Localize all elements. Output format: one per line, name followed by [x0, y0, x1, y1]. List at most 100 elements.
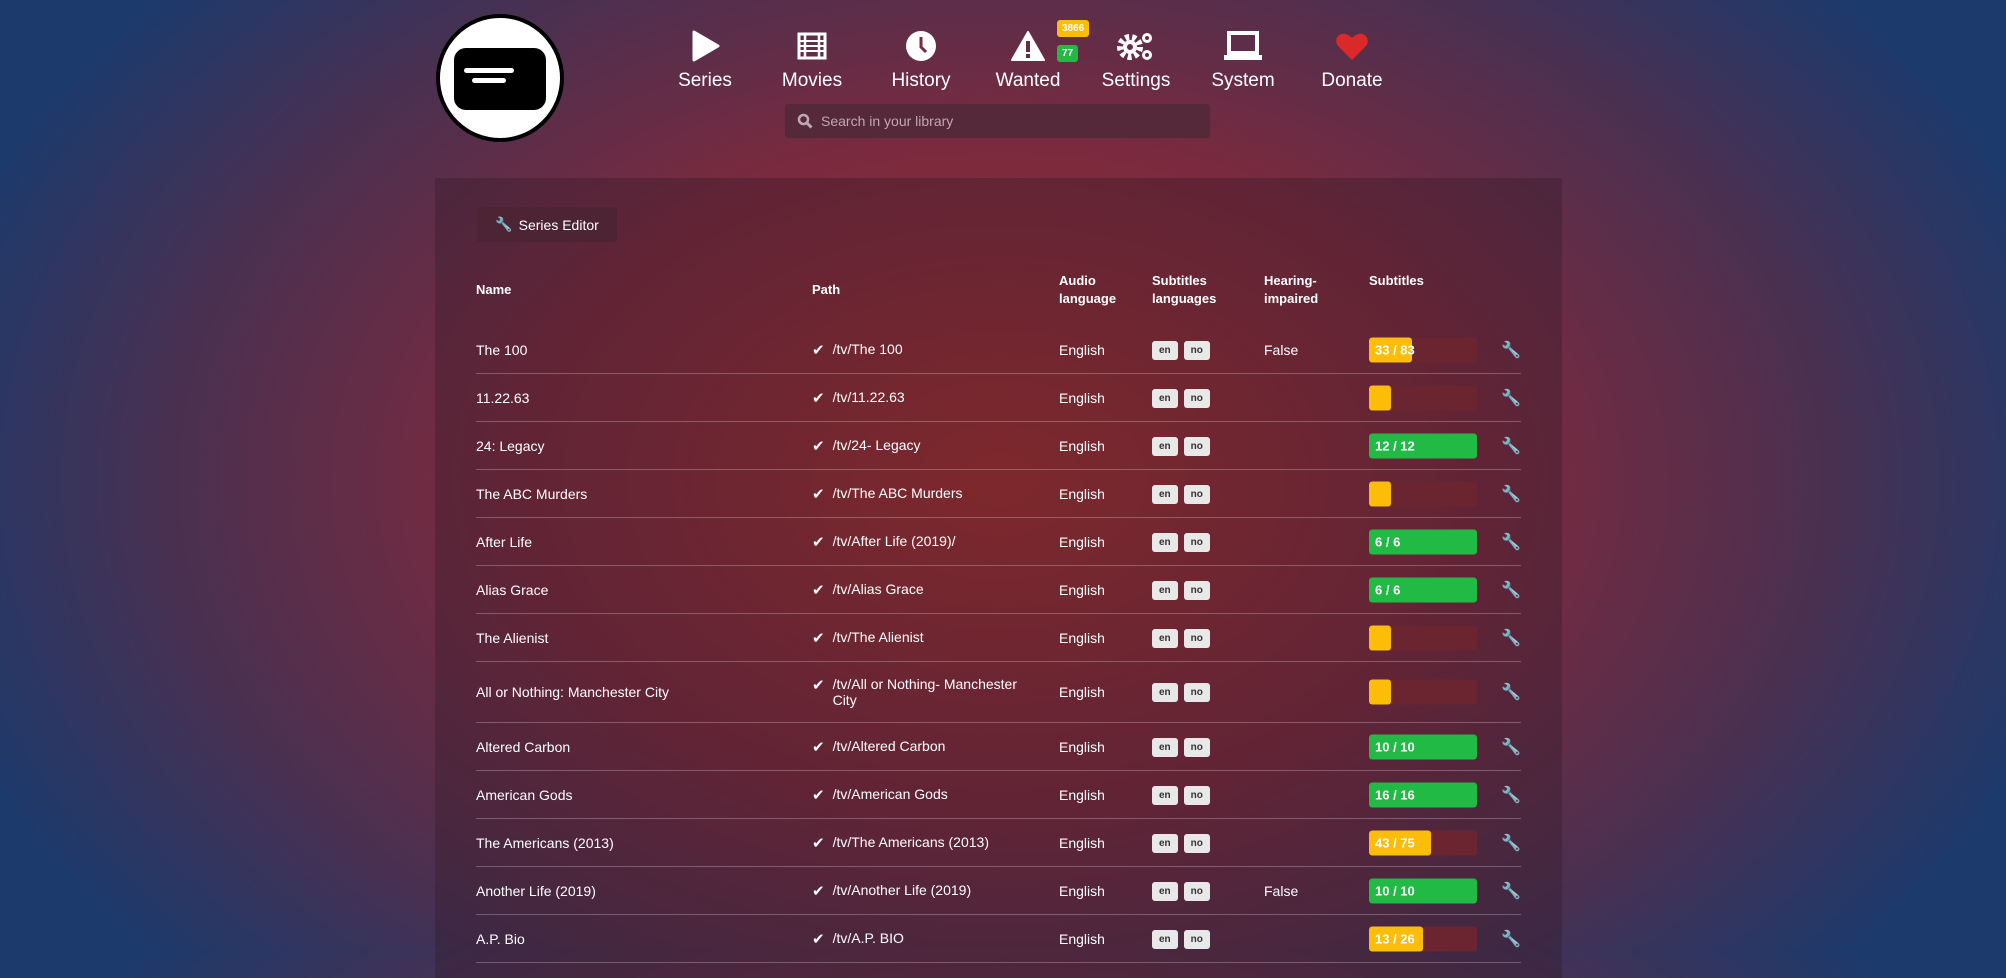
edit-series-wrench-icon[interactable]: 🔧	[1501, 437, 1521, 455]
series-name[interactable]: The ABC Murders	[476, 485, 588, 502]
edit-series-wrench-icon[interactable]: 🔧	[1501, 485, 1521, 503]
nav-history[interactable]: History	[866, 26, 976, 96]
warning-icon	[973, 26, 1083, 66]
edit-series-wrench-icon[interactable]: 🔧	[1501, 341, 1521, 359]
language-chip: no	[1183, 628, 1210, 648]
audio-language: English	[1059, 437, 1105, 454]
table-row: American Gods ✔ /tv/American Gods English…	[476, 771, 1521, 819]
series-name[interactable]: After Life	[476, 533, 533, 550]
language-chip: en	[1152, 484, 1178, 504]
series-path: /tv/11.22.63	[832, 388, 905, 405]
series-name[interactable]: 11.22.63	[476, 389, 530, 406]
edit-series-wrench-icon[interactable]: 🔧	[1501, 786, 1521, 804]
hearing-impaired: False	[1264, 882, 1299, 899]
series-name[interactable]: 24: Legacy	[476, 437, 545, 454]
check-icon: ✔	[812, 677, 825, 694]
table-row: Alias Grace ✔ /tv/Alias Grace English en n…	[476, 566, 1521, 614]
series-path: /tv/The Americans (2013)	[832, 833, 989, 850]
check-icon: ✔	[812, 581, 825, 599]
bazarr-logo[interactable]	[436, 14, 564, 142]
series-name[interactable]: Altered Carbon	[476, 738, 571, 755]
series-name[interactable]: A.P. Bio	[476, 930, 525, 947]
subtitles-progress: 13 / 26	[1369, 926, 1477, 951]
edit-series-wrench-icon[interactable]: 🔧	[1501, 930, 1521, 948]
table-row: 11.22.63 ✔ /tv/11.22.63 English en no 🔧	[476, 374, 1521, 422]
language-chip: no	[1183, 683, 1210, 702]
audio-language: English	[1059, 834, 1105, 851]
language-chip: no	[1183, 484, 1210, 504]
search-icon	[797, 113, 813, 129]
series-path: /tv/The ABC Murders	[832, 484, 963, 501]
series-path: /tv/Alias Grace	[832, 580, 924, 597]
subtitles-progress: 16 / 16	[1369, 782, 1477, 807]
edit-series-wrench-icon[interactable]: 🔧	[1501, 882, 1521, 900]
language-chip: en	[1152, 929, 1178, 949]
subtitles-progress	[1369, 481, 1477, 506]
audio-language: English	[1059, 629, 1105, 646]
check-icon: ✔	[812, 786, 825, 804]
search-bar[interactable]	[785, 104, 1210, 138]
subtitles-progress: 10 / 10	[1369, 734, 1477, 759]
wanted-series-badge: 3866	[1057, 20, 1090, 37]
language-chip: no	[1183, 881, 1210, 901]
gears-icon	[1081, 26, 1191, 66]
check-icon: ✔	[812, 930, 825, 948]
column-header: Subtitles	[1369, 273, 1424, 288]
language-chip: en	[1152, 833, 1178, 853]
nav-donate[interactable]: Donate	[1297, 26, 1407, 96]
audio-language: English	[1059, 341, 1105, 358]
column-header: Hearing-impaired	[1264, 273, 1319, 306]
language-chip: en	[1152, 532, 1178, 552]
clock-icon	[866, 26, 976, 66]
language-chip: no	[1183, 436, 1210, 456]
search-input[interactable]	[821, 113, 1201, 129]
series-name[interactable]: The 100	[476, 341, 528, 358]
language-chip: no	[1183, 737, 1210, 757]
subtitles-progress	[1369, 385, 1477, 410]
series-path: /tv/The Alienist	[832, 628, 924, 645]
nav-settings[interactable]: Settings	[1081, 26, 1191, 96]
series-path: /tv/The 100	[832, 340, 903, 357]
edit-series-wrench-icon[interactable]: 🔧	[1501, 581, 1521, 599]
language-chip: no	[1183, 532, 1210, 552]
series-panel: 🔧 Series Editor Name Path Audio language Su…	[435, 178, 1562, 978]
subtitles-progress: 6 / 6	[1369, 529, 1477, 554]
nav-system[interactable]: System	[1188, 26, 1298, 96]
language-chip: no	[1183, 388, 1210, 408]
audio-language: English	[1059, 581, 1105, 598]
nav-wanted[interactable]: Wanted	[973, 26, 1083, 96]
edit-series-wrench-icon[interactable]: 🔧	[1501, 738, 1521, 756]
table-row: The Americans (2013) ✔ /tv/The Americans …	[476, 819, 1521, 867]
series-path: /tv/After Life (2019)/	[832, 532, 956, 549]
wanted-movies-badge: 77	[1057, 45, 1079, 62]
edit-series-wrench-icon[interactable]: 🔧	[1501, 533, 1521, 551]
edit-series-wrench-icon[interactable]: 🔧	[1501, 834, 1521, 852]
language-chip: en	[1152, 683, 1178, 702]
table-row: After Life ✔ /tv/After Life (2019)/ Engli…	[476, 518, 1521, 566]
series-name[interactable]: American Gods	[476, 786, 573, 803]
table-row: Another Life (2019) ✔ /tv/Another Life (2…	[476, 867, 1521, 915]
table-row: The Alienist ✔ /tv/The Alienist English e…	[476, 614, 1521, 662]
series-name[interactable]: Another Life (2019)	[476, 882, 596, 899]
edit-series-wrench-icon[interactable]: 🔧	[1501, 389, 1521, 407]
series-path: /tv/Another Life (2019)	[832, 881, 972, 898]
series-path: /tv/Altered Carbon	[832, 737, 946, 754]
series-editor-button[interactable]: 🔧 Series Editor	[477, 207, 617, 242]
language-chip: no	[1183, 580, 1210, 600]
series-name[interactable]: The Americans (2013)	[476, 834, 614, 851]
nav-movies[interactable]: Movies	[757, 26, 867, 96]
subtitles-progress: 12 / 12	[1369, 433, 1477, 458]
audio-language: English	[1059, 930, 1105, 947]
series-name[interactable]: Alias Grace	[476, 581, 549, 598]
series-path: /tv/American Gods	[832, 785, 948, 802]
edit-series-wrench-icon[interactable]: 🔧	[1501, 684, 1521, 701]
series-path: /tv/All or Nothing- Manchester City	[832, 676, 1017, 708]
language-chip: no	[1183, 833, 1210, 853]
series-name[interactable]: All or Nothing: Manchester City	[476, 684, 669, 700]
edit-series-wrench-icon[interactable]: 🔧	[1501, 629, 1521, 647]
series-name[interactable]: The Alienist	[476, 629, 549, 646]
table-row: 24: Legacy ✔/tv/24- Legacy English en no …	[476, 422, 1521, 470]
table-row: A.P. Bio ✔ /tv/A.P. BIO English en no 13 /…	[476, 915, 1521, 963]
nav-series[interactable]: Series	[650, 26, 760, 96]
column-header: Name	[476, 282, 512, 297]
